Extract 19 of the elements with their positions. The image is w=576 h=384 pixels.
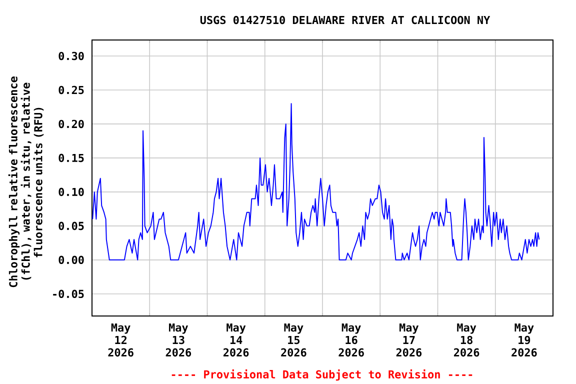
y-tick-label: 0.10 bbox=[58, 188, 84, 196]
y-tick-label: 0.00 bbox=[58, 256, 84, 264]
y-tick-label: 0.20 bbox=[58, 120, 84, 128]
x-tick-label: May 16 2026 bbox=[338, 324, 364, 357]
chart-title: USGS 01427510 DELAWARE RIVER AT CALLICOON NY bbox=[200, 16, 490, 24]
x-tick-label: May 12 2026 bbox=[108, 324, 134, 357]
x-tick-label: May 14 2026 bbox=[223, 324, 249, 357]
y-tick-label: 0.05 bbox=[58, 222, 84, 230]
y-axis-title: Chlorophyll relative fluorescence (fChl), water, in situ, relative fluorescence units (RFU) bbox=[8, 76, 44, 288]
x-tick-label: May 15 2026 bbox=[281, 324, 306, 357]
x-tick-label: May 19 2026 bbox=[512, 324, 537, 357]
text: ---- Provisional Data Subject to Revision ---- bbox=[172, 369, 472, 381]
x-tick-label: May 18 2026 bbox=[454, 324, 480, 357]
y-tick-label: 0.15 bbox=[58, 154, 84, 162]
x-tick-label: May 17 2026 bbox=[396, 324, 422, 357]
x-tick-label: May 13 2026 bbox=[166, 324, 192, 357]
y-tick-label: 0.25 bbox=[58, 86, 84, 94]
y-tick-label: -0.05 bbox=[53, 290, 84, 298]
y-tick-label: 0.30 bbox=[58, 52, 84, 60]
